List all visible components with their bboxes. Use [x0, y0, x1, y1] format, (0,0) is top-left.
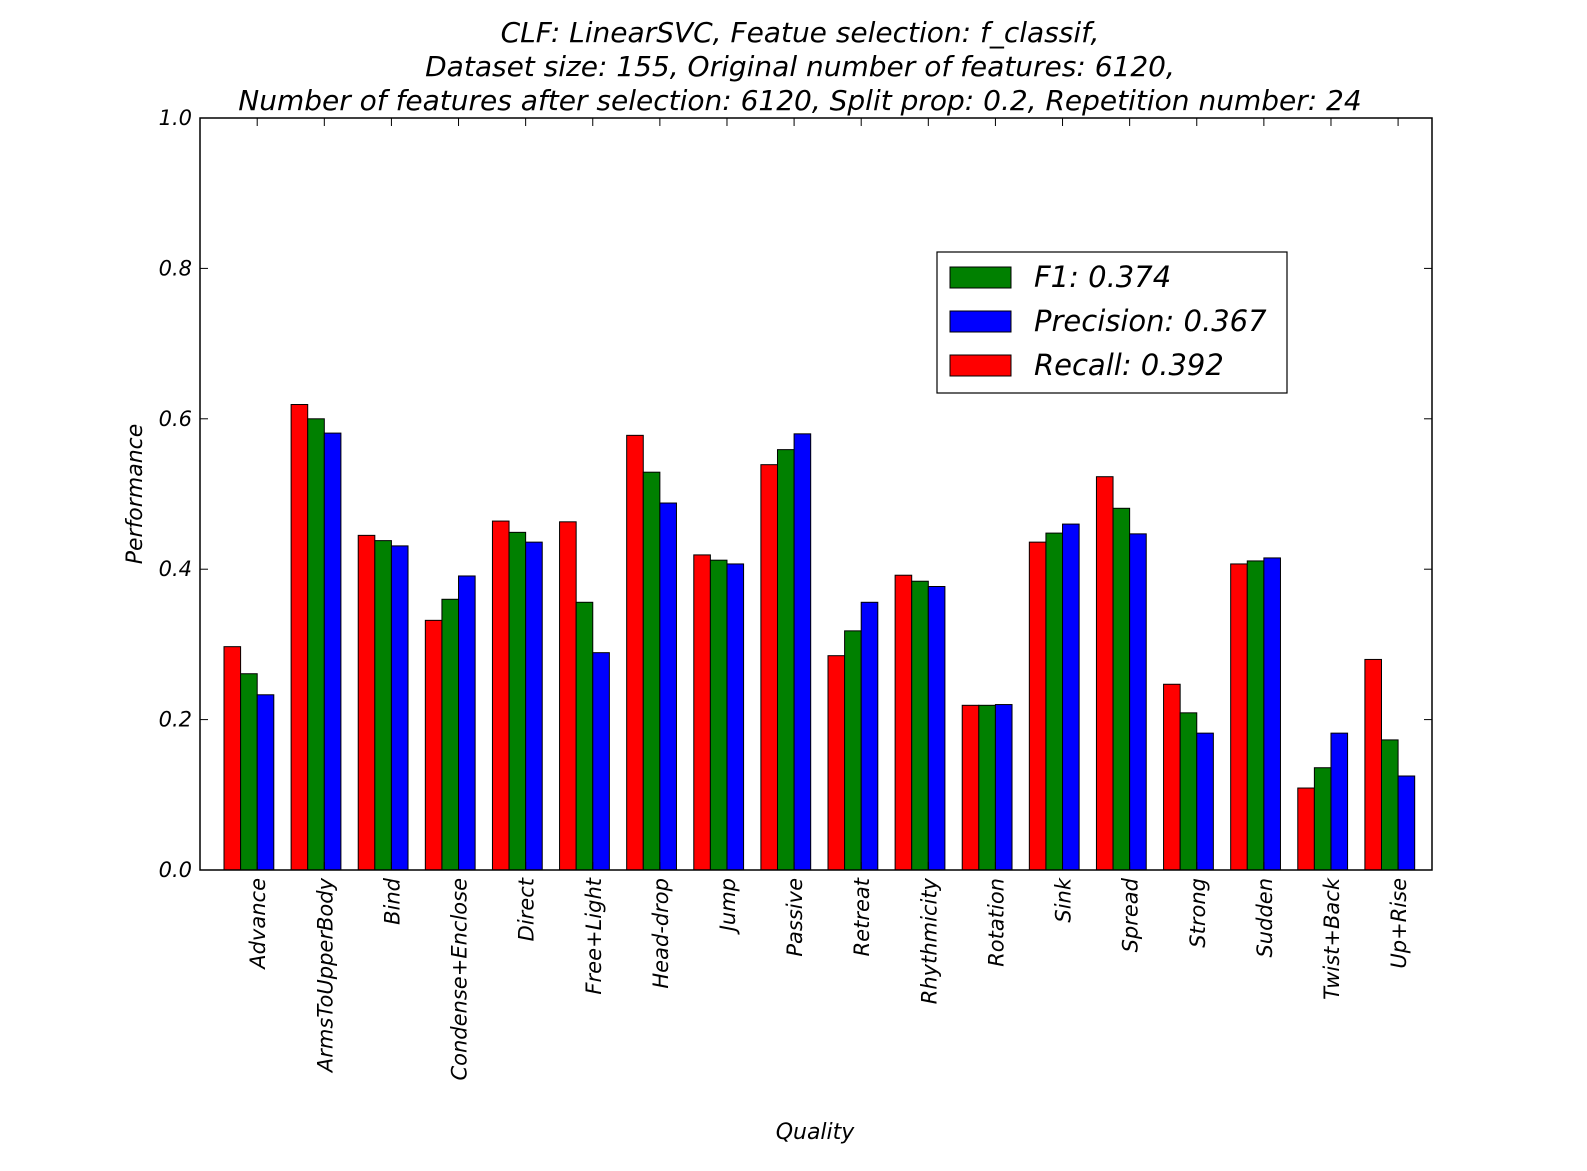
x-tick-label-twist-back: Twist+Back — [1320, 877, 1344, 1000]
legend-swatch-f1 — [949, 266, 1012, 289]
bar-precision-spread — [1129, 533, 1147, 871]
bar-recall-bind — [357, 534, 376, 871]
bar-recall-rhythmicity — [894, 574, 913, 871]
bar-f1-sudden — [1246, 560, 1265, 871]
bar-f1-rhythmicity — [911, 580, 929, 871]
legend-label-f1: F1: 0.374 — [1034, 260, 1171, 294]
bar-f1-retreat — [844, 630, 862, 871]
x-tick-label-advance: Advance — [246, 878, 270, 971]
bar-f1-rotation — [978, 704, 996, 871]
chart-title-line-1: CLF: LinearSVC, Featue selection: f_clas… — [501, 16, 1100, 49]
bar-precision-up-rise — [1397, 775, 1416, 871]
bar-recall-jump — [693, 554, 711, 871]
x-tick-label-rotation: Rotation — [984, 878, 1008, 967]
bar-recall-free-light — [559, 521, 577, 871]
bar-precision-retreat — [860, 601, 879, 871]
bar-recall-advance — [223, 646, 242, 871]
bar-precision-rotation — [994, 704, 1013, 871]
chart-title: CLF: LinearSVC, Featue selection: f_clas… — [238, 16, 1361, 117]
x-axis-label: Quality — [776, 1120, 856, 1145]
bar-precision-advance — [256, 694, 275, 871]
bar-recall-sudden — [1230, 563, 1248, 871]
x-tick-label-free-light: Free+Light — [582, 877, 606, 994]
bar-precision-jump — [726, 563, 745, 871]
bar-recall-twist-back — [1297, 787, 1315, 871]
y-tick-label: 1.0 — [159, 106, 192, 130]
x-tick-label-sink: Sink — [1052, 877, 1076, 922]
bar-f1-advance — [240, 673, 258, 871]
bar-recall-retreat — [827, 655, 846, 871]
x-tick-label-bind: Bind — [380, 877, 404, 925]
bar-precision-strong — [1196, 732, 1214, 871]
bar-f1-bind — [374, 540, 392, 871]
bar-recall-head-drop — [626, 434, 644, 871]
plot-area-frame — [199, 117, 1433, 871]
x-tick-label-spread: Spread — [1119, 877, 1143, 952]
bar-f1-direct — [508, 531, 527, 871]
bar-f1-free-light — [575, 601, 594, 871]
x-tick-label-passive: Passive — [783, 878, 807, 957]
bar-precision-free-light — [592, 652, 610, 871]
x-tick-label-head-drop: Head-drop — [649, 878, 673, 989]
y-tick-label: 0.6 — [159, 407, 192, 431]
bar-precision-sink — [1062, 523, 1080, 871]
x-tick-labels: Advance ArmsToUpperBody Bind Condense+Enclo… — [246, 877, 1411, 1080]
x-tick-label-retreat: Retreat — [850, 877, 874, 956]
bar-precision-condense-enclose — [458, 575, 476, 871]
x-tick-label-condense-enclose: Condense+Enclose — [448, 878, 472, 1081]
bar-recall-passive — [760, 464, 778, 871]
legend: F1: 0.374 Precision: 0.367 Recall: 0.392 — [936, 251, 1288, 394]
bar-precision-head-drop — [659, 502, 677, 871]
chart-title-line-2: Dataset size: 155, Original number of fe… — [425, 50, 1175, 83]
legend-label-precision: Precision: 0.367 — [1034, 304, 1267, 338]
legend-label-recall: Recall: 0.392 — [1034, 348, 1224, 382]
bar-f1-spread — [1112, 507, 1131, 871]
legend-swatch-precision — [949, 310, 1012, 333]
x-tick-label-jump: Jump — [716, 878, 740, 935]
bar-f1-condense-enclose — [441, 598, 460, 871]
bar-f1-head-drop — [642, 471, 661, 871]
bar-f1-strong — [1179, 712, 1198, 871]
x-tick-label-strong: Strong — [1186, 878, 1210, 948]
bar-recall-rotation — [961, 704, 980, 871]
x-tick-label-direct: Direct — [515, 877, 539, 941]
y-tick-label: 0.0 — [159, 858, 192, 882]
bar-precision-sudden — [1263, 557, 1281, 871]
bar-recall-armstoupperbody — [290, 404, 309, 871]
x-tick-label-sudden: Sudden — [1253, 878, 1277, 958]
bar-recall-condense-enclose — [424, 619, 443, 871]
legend-swatch-recall — [949, 354, 1012, 377]
x-tick-label-armstoupperbody: ArmsToUpperBody — [313, 877, 337, 1074]
bar-recall-direct — [491, 520, 510, 871]
bar-f1-up-rise — [1380, 739, 1399, 871]
bar-precision-armstoupperbody — [323, 432, 342, 871]
bar-precision-twist-back — [1330, 732, 1349, 871]
x-tick-label-rhythmicity: Rhythmicity — [917, 877, 941, 1004]
y-axis-label: Performance — [123, 424, 148, 565]
y-tick-label: 0.8 — [159, 256, 192, 280]
bar-precision-bind — [390, 545, 409, 871]
bar-recall-up-rise — [1364, 658, 1382, 871]
bar-f1-jump — [709, 559, 728, 871]
bar-f1-twist-back — [1313, 767, 1332, 871]
bar-f1-armstoupperbody — [307, 418, 325, 871]
bars-group — [223, 404, 1416, 871]
bar-recall-spread — [1095, 476, 1114, 871]
y-tick-labels: 0.0 0.2 0.4 0.6 0.8 1.0 — [159, 106, 192, 882]
bar-recall-sink — [1028, 541, 1047, 871]
chart-title-line-3: Number of features after selection: 6120… — [238, 84, 1361, 117]
bar-recall-strong — [1163, 683, 1181, 871]
bar-f1-sink — [1045, 532, 1064, 871]
axis-ticks — [200, 117, 1432, 871]
y-tick-label: 0.4 — [159, 557, 192, 581]
bar-f1-passive — [776, 449, 795, 871]
bar-precision-passive — [793, 433, 812, 871]
y-tick-label: 0.2 — [159, 708, 192, 732]
bar-precision-rhythmicity — [927, 586, 946, 871]
bar-precision-direct — [525, 541, 543, 871]
x-tick-label-up-rise: Up+Rise — [1387, 878, 1411, 969]
